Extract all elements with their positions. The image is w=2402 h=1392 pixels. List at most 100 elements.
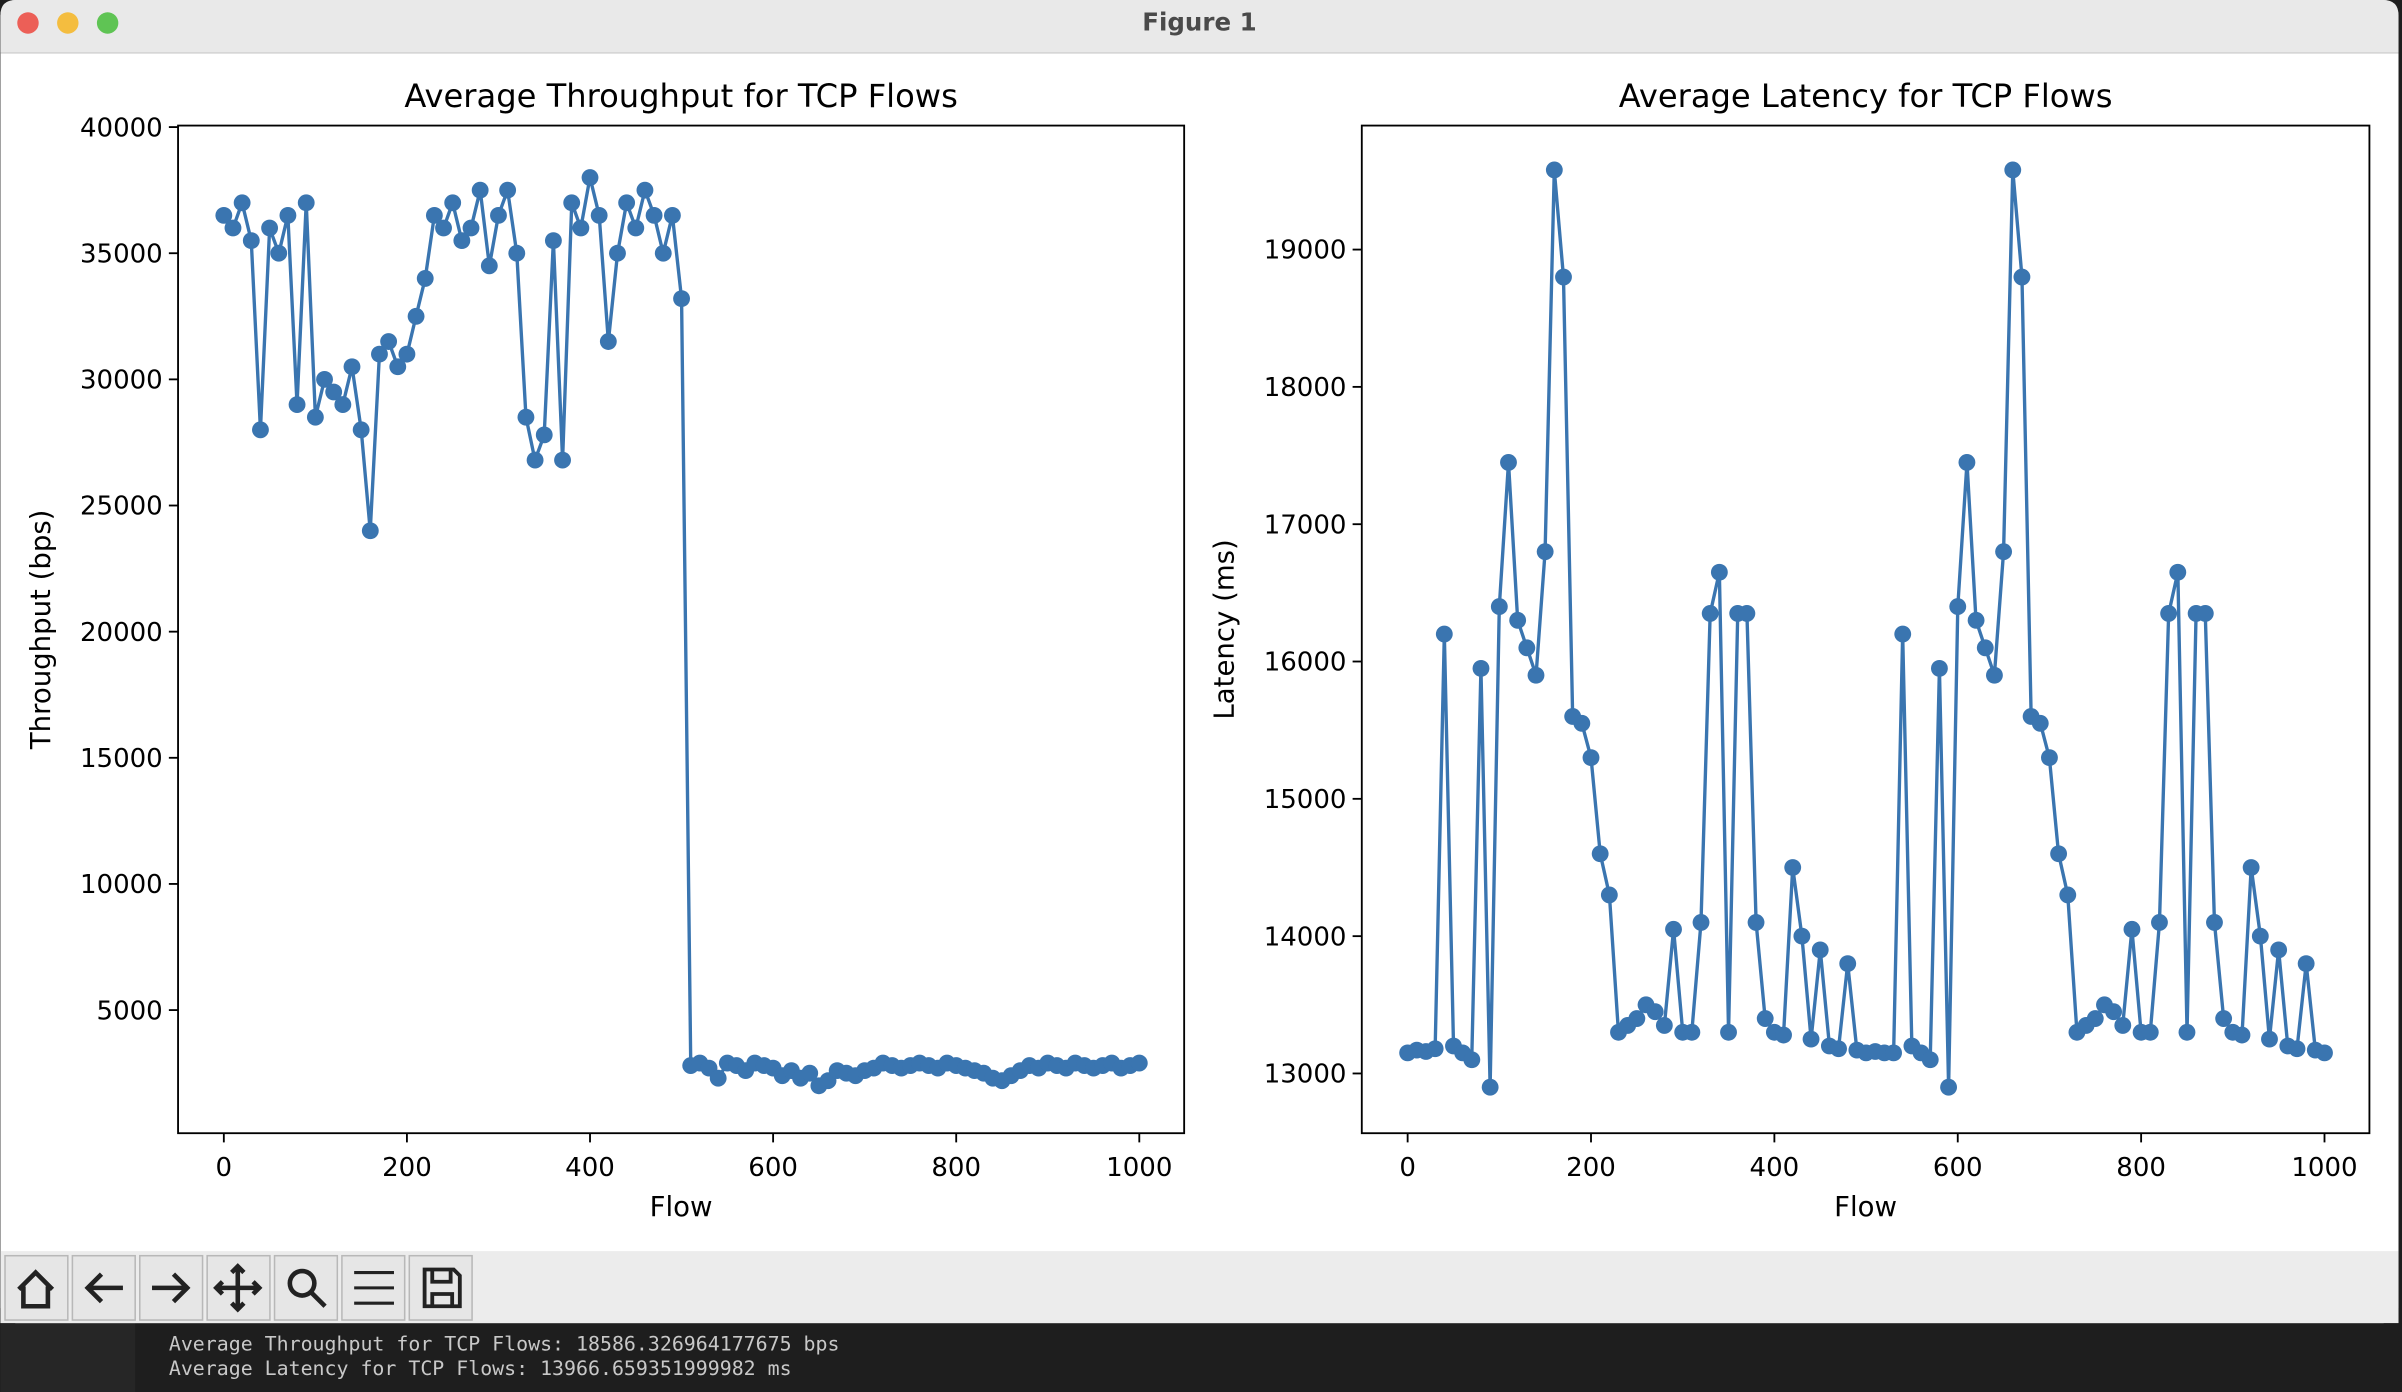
y-tick-label: 18000 [1264, 373, 1347, 403]
data-point [517, 408, 535, 426]
axes-frame [1360, 124, 2371, 1135]
data-point [2160, 605, 2178, 622]
terminal-gutter [0, 1323, 136, 1392]
data-point [371, 345, 388, 363]
data-point [490, 206, 507, 224]
data-point [1509, 611, 1527, 629]
data-point [1784, 859, 1802, 876]
data-point [590, 206, 608, 224]
save-button[interactable] [408, 1254, 473, 1321]
x-tick-label: 600 [1933, 1153, 1983, 1183]
data-point [1894, 625, 1912, 643]
data-point [389, 358, 407, 376]
data-point [581, 169, 599, 186]
save-icon [422, 1267, 462, 1309]
x-tick-label: 1000 [1106, 1153, 1172, 1183]
data-point [1710, 563, 1728, 581]
data-point [1692, 913, 1710, 931]
data-point [2151, 913, 2168, 931]
close-button[interactable] [17, 12, 39, 34]
data-point [2141, 1023, 2159, 1041]
data-point [471, 181, 489, 199]
zoom-button[interactable] [96, 12, 119, 34]
data-point [508, 244, 526, 262]
y-tick-label: 5000 [97, 996, 163, 1026]
data-point [645, 206, 663, 224]
chart: Average Throughput for TCP Flows Flow Thro… [25, 77, 1186, 1223]
data-point [526, 451, 544, 469]
data-point [316, 370, 333, 388]
x-tick-label: 0 [216, 1153, 233, 1183]
home-button[interactable] [4, 1254, 69, 1321]
data-point [297, 194, 315, 212]
minimize-button[interactable] [57, 12, 79, 34]
data-point [215, 206, 233, 224]
data-point [2169, 563, 2187, 581]
y-tick-label: 17000 [1264, 510, 1347, 540]
data-point [2196, 605, 2214, 622]
data-point [1830, 1040, 1847, 1058]
data-point [1921, 1051, 1939, 1069]
terminal-line: Average Throughput for TCP Flows: 18586.… [169, 1333, 840, 1356]
y-axis-label: Throughput (bps) [25, 510, 57, 751]
data-point [2050, 845, 2068, 863]
data-point [453, 232, 471, 250]
toolbar-buttons [4, 1254, 473, 1321]
data-point [2086, 1010, 2104, 1027]
data-point [535, 426, 553, 444]
data-point [2013, 268, 2031, 286]
data-point [1435, 625, 1453, 643]
data-point [242, 232, 260, 250]
data-point [1655, 1016, 1673, 1034]
data-point [233, 194, 251, 212]
terminal [0, 1323, 2402, 1392]
data-point [2031, 714, 2049, 732]
data-point [2178, 1023, 2196, 1041]
data-point [1701, 605, 1719, 622]
x-tick-label: 0 [1399, 1153, 1416, 1183]
data-point [224, 219, 242, 237]
data-point [306, 408, 324, 426]
back-icon [84, 1272, 123, 1304]
data-point [435, 219, 452, 237]
data-point [288, 396, 306, 414]
data-point [554, 451, 571, 469]
data-point [1426, 1040, 1444, 1058]
data-point [261, 219, 279, 237]
y-tick-label: 40000 [80, 113, 163, 143]
chart: Average Latency for TCP Flows Flow Latency… [1209, 77, 2371, 1223]
data-point [1527, 666, 1545, 684]
zoom-rect-button[interactable] [273, 1254, 339, 1321]
home-icon [17, 1269, 55, 1309]
data-point [1720, 1023, 1737, 1041]
x-axis-label: Flow [650, 1191, 713, 1223]
data-point [1490, 598, 1508, 616]
x-axis-label: Flow [1834, 1191, 1897, 1223]
data-point [627, 219, 645, 237]
data-point [599, 333, 617, 350]
data-point [1536, 543, 1554, 561]
y-tick-label: 30000 [80, 366, 163, 396]
data-point [1665, 920, 1682, 938]
y-tick-label: 15000 [80, 744, 163, 774]
x-tick-label: 200 [1566, 1153, 1616, 1183]
data-point [618, 194, 636, 212]
data-point [1545, 161, 1563, 179]
data-point [1949, 598, 1967, 616]
y-tick-label: 35000 [80, 239, 163, 269]
data-point [1130, 1054, 1148, 1072]
data-point [2004, 161, 2022, 179]
data-point [270, 244, 288, 262]
data-point [1472, 659, 1490, 677]
data-point [462, 219, 480, 237]
data-point [2215, 1010, 2233, 1027]
data-point [563, 194, 581, 212]
data-point [2041, 749, 2058, 767]
x-tick-label: 800 [2116, 1153, 2166, 1183]
data-point [1600, 886, 1618, 904]
data-point [1683, 1023, 1701, 1041]
data-point [1555, 268, 1572, 286]
y-tick-label: 13000 [1264, 1060, 1347, 1090]
